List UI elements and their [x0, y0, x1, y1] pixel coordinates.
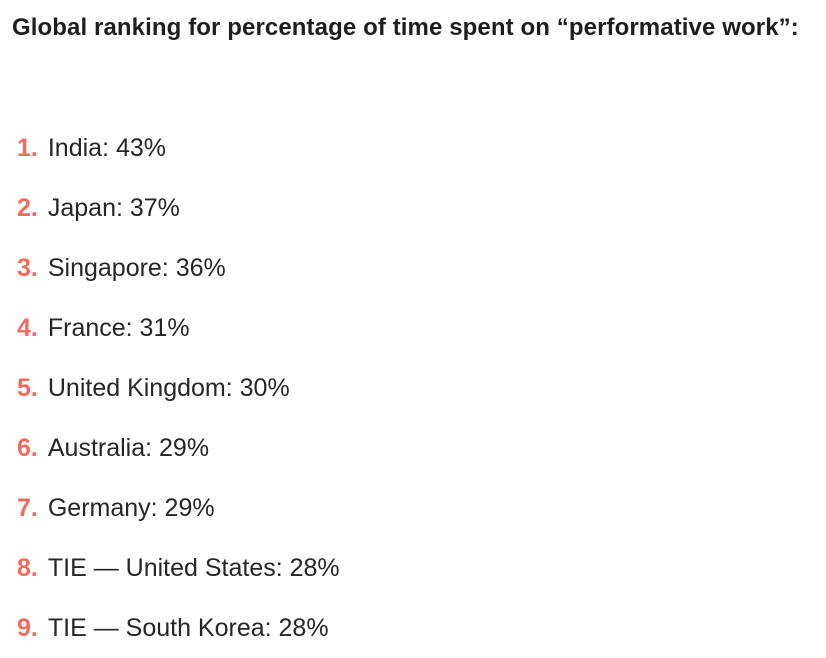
ranking-item: 3. Singapore: 36% [17, 238, 340, 298]
ranking-item: 2. Japan: 37% [17, 178, 340, 238]
rank-country-value: Australia: 29% [47, 433, 210, 462]
rank-number: 3. [17, 253, 38, 282]
rank-country-value: United Kingdom: 30% [47, 373, 290, 402]
rank-number: 9. [17, 613, 38, 642]
rank-number: 5. [17, 373, 38, 402]
rank-number: 4. [17, 313, 38, 342]
rank-country-value: India: 43% [47, 133, 166, 162]
ranking-item: 7. Germany: 29% [17, 478, 340, 538]
rank-country-value: TIE — United States: 28% [47, 553, 340, 582]
page-heading: Global ranking for percentage of time sp… [12, 14, 799, 41]
rank-country-value: France: 31% [47, 313, 190, 342]
rank-country-value: Germany: 29% [47, 493, 215, 522]
ranking-list: 1. India: 43% 2. Japan: 37% 3. Singapore… [17, 118, 340, 658]
ranking-item: 5. United Kingdom: 30% [17, 358, 340, 418]
rank-number: 8. [17, 553, 38, 582]
rank-number: 2. [17, 193, 38, 222]
rank-number: 6. [17, 433, 38, 462]
rank-number: 7. [17, 493, 38, 522]
ranking-item: 1. India: 43% [17, 118, 340, 178]
ranking-item: 8. TIE — United States: 28% [17, 538, 340, 598]
ranking-item: 9. TIE — South Korea: 28% [17, 598, 340, 658]
ranking-item: 6. Australia: 29% [17, 418, 340, 478]
rank-country-value: Japan: 37% [47, 193, 180, 222]
rank-number: 1. [17, 133, 38, 162]
rank-country-value: TIE — South Korea: 28% [47, 613, 329, 642]
ranking-item: 4. France: 31% [17, 298, 340, 358]
rank-country-value: Singapore: 36% [47, 253, 226, 282]
